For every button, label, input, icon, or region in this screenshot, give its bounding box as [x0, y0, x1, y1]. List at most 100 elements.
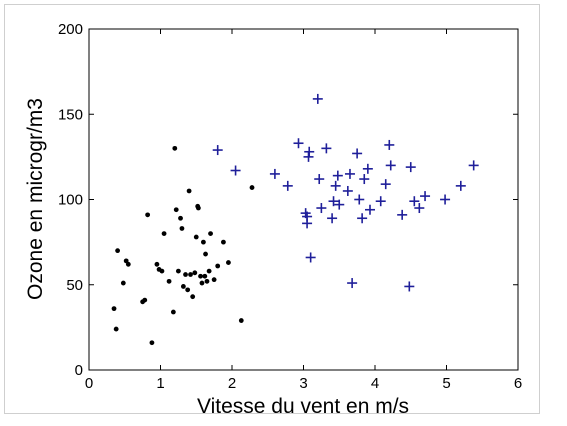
data-point-plus: [468, 160, 479, 171]
data-point-plus: [357, 213, 368, 224]
y-tick-label: 50: [66, 277, 83, 294]
data-point-dot: [206, 268, 212, 274]
data-point-plus: [305, 252, 316, 263]
data-point-plus: [282, 180, 293, 191]
x-tick-label: 1: [156, 375, 164, 392]
data-point-plus: [409, 196, 420, 207]
x-tick-label: 5: [442, 375, 450, 392]
data-point-plus: [404, 281, 415, 292]
data-point-dot: [175, 268, 181, 274]
data-point-dot: [145, 212, 151, 218]
data-point-dot: [198, 273, 203, 279]
data-point-dot: [149, 340, 155, 346]
data-point-dot: [199, 280, 205, 286]
data-point-plus: [332, 170, 343, 181]
data-point-plus: [455, 180, 466, 191]
data-point-dot: [179, 226, 185, 231]
data-point-plus: [344, 168, 355, 179]
data-marks: [111, 93, 479, 346]
plot-area-border: [88, 28, 519, 371]
data-point-plus: [230, 165, 241, 176]
data-point-plus: [314, 174, 325, 185]
data-point-dot: [195, 205, 201, 211]
data-point-dot: [125, 261, 131, 267]
data-point-dot: [202, 273, 208, 279]
data-point-dot: [204, 278, 210, 284]
data-point-dot: [221, 239, 226, 245]
x-tick-label: 4: [371, 375, 379, 392]
data-point-plus: [212, 145, 223, 156]
data-point-plus: [327, 213, 338, 224]
data-point-plus: [420, 191, 431, 202]
y-tick-label: 100: [58, 192, 83, 209]
data-point-dot: [186, 188, 192, 194]
x-tick-label: 2: [228, 375, 236, 392]
y-tick-label: 200: [58, 21, 83, 38]
data-point-plus: [316, 203, 327, 214]
data-point-dot: [178, 215, 183, 221]
x-tick-label: 3: [299, 375, 307, 392]
data-point-plus: [362, 163, 373, 174]
data-point-dot: [180, 284, 186, 289]
axis-ticks: 0 1 2 3 4 5 6 0 50 100 150 200: [58, 21, 522, 392]
data-point-dot: [154, 261, 160, 267]
data-point-plus: [328, 196, 339, 207]
data-point-dot: [115, 248, 120, 254]
data-point-plus: [293, 138, 304, 149]
data-point-dot: [183, 272, 188, 277]
data-point-plus: [321, 143, 332, 154]
data-point-dot: [211, 277, 217, 283]
data-point-plus: [354, 194, 365, 205]
data-point-dot: [193, 234, 199, 240]
data-point-dot: [113, 326, 119, 332]
data-point-dot: [208, 231, 213, 237]
data-point-plus: [352, 148, 363, 159]
x-axis-title: Vitesse du vent en m/s: [197, 395, 409, 418]
data-point-plus: [375, 196, 386, 207]
y-tick-label: 150: [58, 106, 83, 123]
y-axis-title: Ozone en microgr/m3: [24, 98, 47, 300]
data-point-plus: [385, 160, 396, 171]
data-point-dot: [188, 272, 193, 277]
data-point-dot: [120, 280, 126, 286]
data-point-plus: [302, 211, 313, 222]
data-point-dot: [226, 260, 231, 265]
data-point-plus: [304, 146, 315, 157]
x-tick-label: 6: [514, 375, 522, 392]
data-point-dot: [215, 263, 221, 269]
data-point-plus: [364, 204, 375, 215]
data-point-dot: [185, 287, 191, 293]
data-point-plus: [405, 162, 416, 173]
data-point-dot: [170, 309, 176, 315]
data-point-dot: [201, 239, 206, 245]
data-point-plus: [440, 194, 451, 205]
chart-frame: [4, 4, 540, 414]
data-point-dot: [111, 306, 117, 312]
data-point-plus: [334, 199, 345, 210]
data-point-plus: [269, 168, 280, 179]
data-point-plus: [342, 185, 353, 196]
data-point-dot: [203, 251, 208, 257]
data-point-plus: [380, 179, 391, 190]
data-point-dot: [238, 318, 244, 323]
x-tick-label: 0: [85, 375, 93, 392]
data-point-dot: [173, 207, 179, 213]
data-point-plus: [330, 180, 341, 191]
data-point-dot: [159, 268, 165, 274]
data-point-dot: [249, 185, 255, 190]
data-point-plus: [312, 93, 323, 104]
data-point-dot: [123, 258, 129, 264]
data-point-plus: [359, 174, 370, 185]
data-point-plus: [414, 203, 425, 214]
data-point-plus: [384, 139, 395, 150]
data-point-dot: [161, 231, 167, 237]
data-point-dot: [166, 278, 172, 284]
y-tick-label: 0: [75, 362, 83, 379]
data-point-dot: [142, 297, 148, 303]
data-point-dot: [192, 270, 198, 276]
data-point-dot: [190, 294, 196, 300]
data-point-plus: [397, 209, 408, 220]
data-point-plus: [347, 278, 358, 289]
data-point-dot: [172, 145, 178, 151]
